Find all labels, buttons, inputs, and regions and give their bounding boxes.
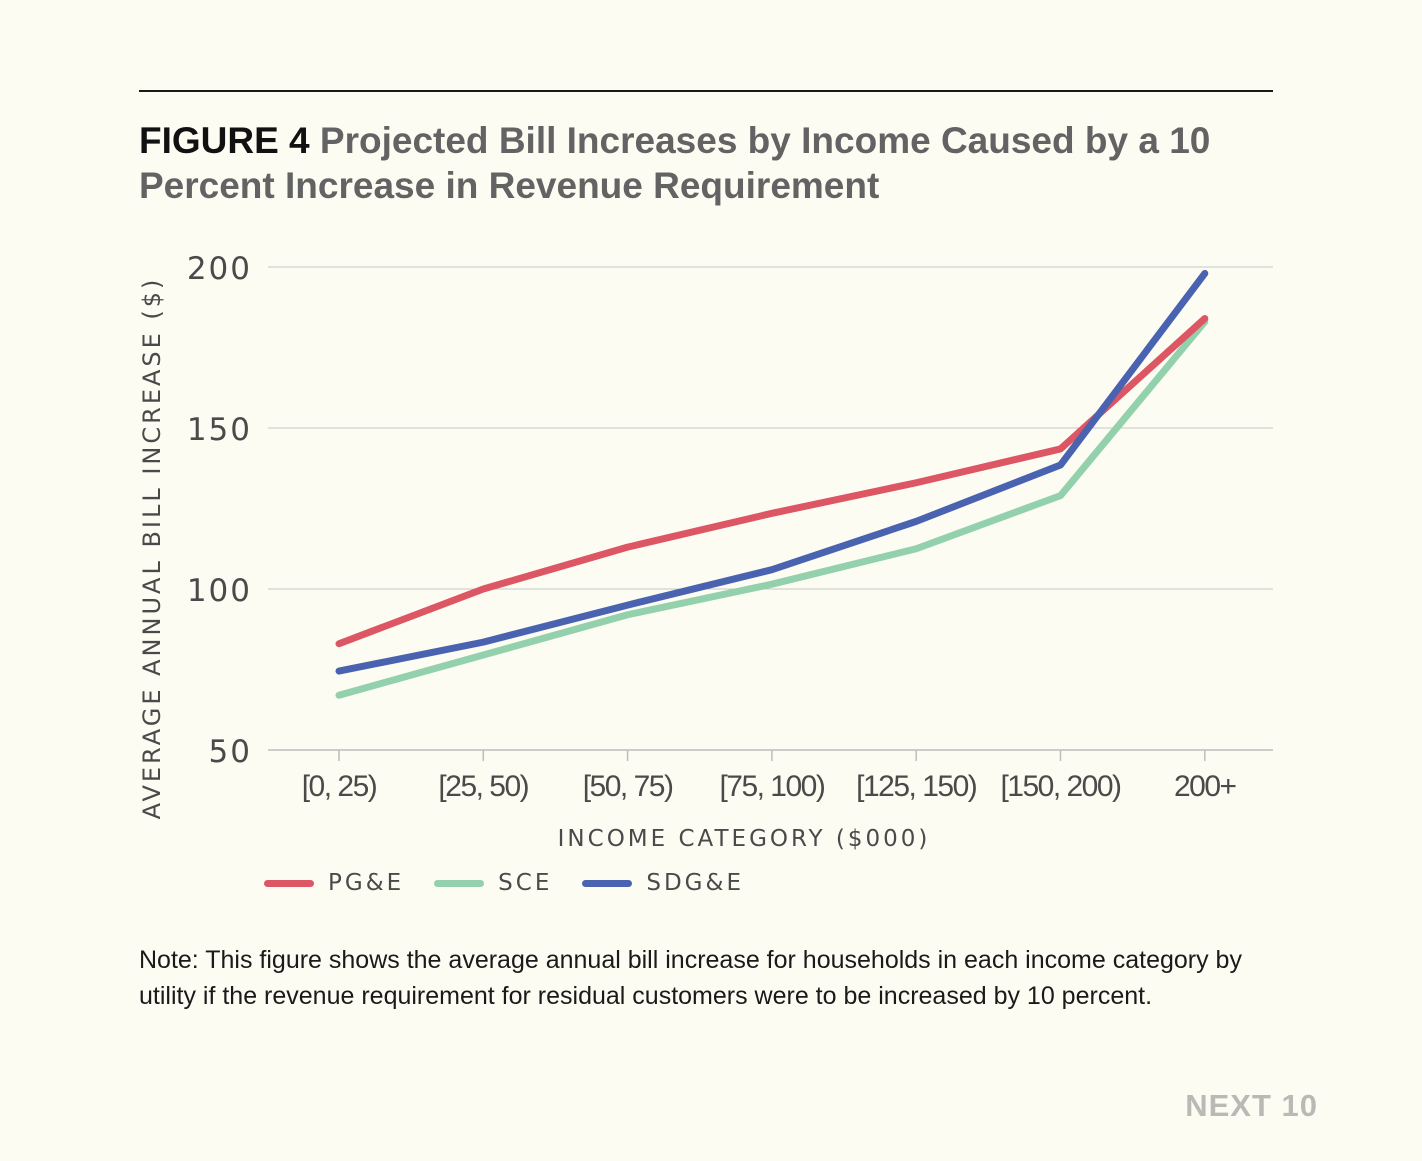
y-axis-label: AVERAGE ANNUAL BILL INCREASE ($): [138, 277, 166, 820]
series-line-sdg-e: [335, 269, 1209, 675]
legend-item: PG&E: [264, 870, 404, 896]
x-tick-label: [125, 150): [856, 770, 977, 803]
legend-label: SCE: [498, 870, 553, 896]
figure-title: FIGURE 4 Projected Bill Increases by Inc…: [139, 118, 1273, 208]
y-tick-label: 150: [187, 412, 252, 448]
x-tick-label: [75, 100): [719, 770, 824, 803]
y-tick-label: 200: [187, 251, 252, 287]
brand-logo-text: NEXT 10: [1185, 1088, 1318, 1123]
series-line-pg-e: [335, 315, 1209, 648]
axes: 50 100 150 200 [0, 25) [25, 50) [50, 75) [75, 1…: [187, 251, 1238, 803]
legend-swatch: [434, 879, 485, 887]
y-tick-label: 100: [187, 573, 252, 609]
y-tick-label: 50: [209, 734, 252, 770]
grid-lines: [268, 266, 1273, 751]
x-tick-label: [150, 200): [1000, 770, 1121, 803]
x-axis-label: INCOME CATEGORY ($000): [558, 826, 931, 852]
x-tick-label: [25, 50): [438, 770, 528, 803]
figure-title-text: Projected Bill Increases by Income Cause…: [139, 120, 1211, 206]
x-tick-label: [50, 75): [583, 770, 673, 803]
series-lines: [335, 269, 1209, 699]
legend-label: SDG&E: [646, 870, 744, 896]
figure-note: Note: This figure shows the average annu…: [139, 946, 1242, 1010]
series-line-sce: [335, 318, 1209, 699]
legend-swatch: [264, 879, 314, 887]
legend-item: SCE: [434, 870, 552, 896]
figure-label: FIGURE 4: [139, 120, 310, 161]
legend-item: SDG&E: [582, 870, 744, 896]
chart-legend: PG&E SCE SDG&E: [264, 866, 774, 900]
legend-swatch: [582, 879, 633, 887]
x-tick-label: 200+: [1174, 770, 1237, 803]
legend-label: PG&E: [328, 870, 405, 896]
top-rule: [139, 90, 1273, 92]
x-tick-label: [0, 25): [302, 770, 377, 803]
